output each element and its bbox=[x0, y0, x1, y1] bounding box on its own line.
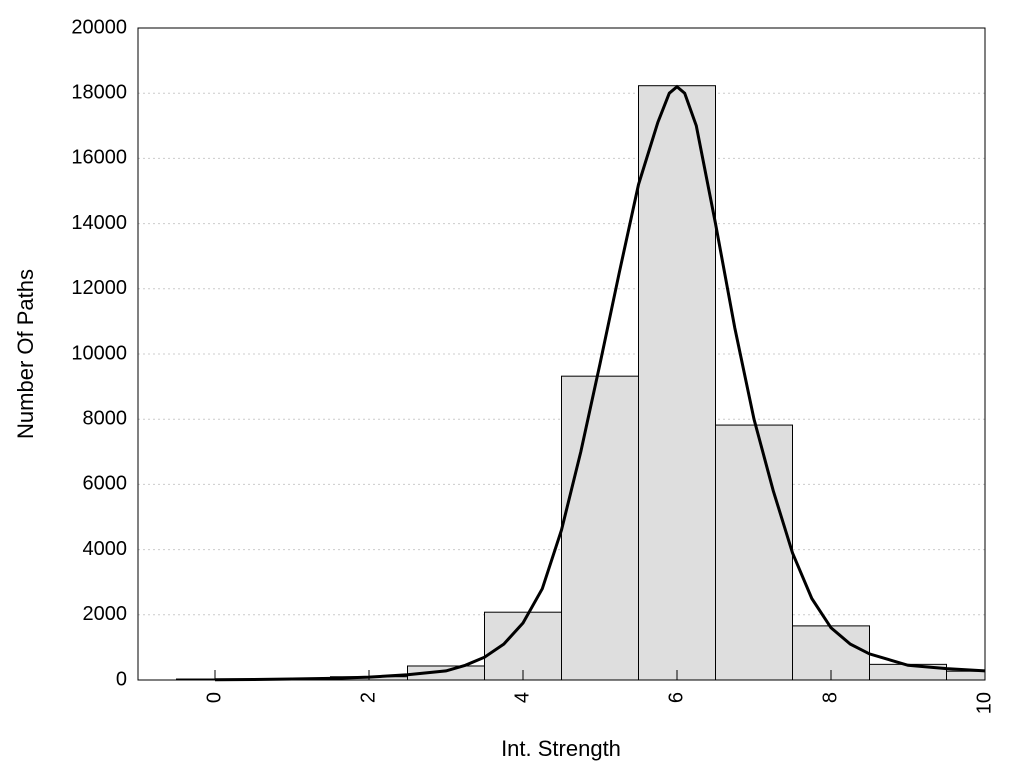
x-tick-label: 0 bbox=[203, 692, 225, 703]
x-tick-label: 6 bbox=[665, 692, 687, 703]
y-tick-label: 6000 bbox=[83, 473, 128, 495]
x-axis-ticks: 0 2 4 6 8 10 bbox=[203, 670, 995, 714]
y-tick-label: 20000 bbox=[71, 16, 127, 38]
y-tick-label: 16000 bbox=[71, 147, 127, 169]
y-tick-label: 12000 bbox=[71, 277, 127, 299]
y-tick-label: 14000 bbox=[71, 212, 127, 234]
histogram-bar bbox=[638, 85, 716, 681]
y-tick-label: 0 bbox=[116, 668, 127, 690]
histogram-bar bbox=[561, 375, 639, 681]
y-tick-label: 18000 bbox=[71, 81, 127, 103]
grid-lines bbox=[138, 92, 985, 616]
x-axis-title: Int. Strength bbox=[501, 736, 621, 761]
histogram-bar bbox=[715, 424, 793, 681]
y-axis-title: Number Of Paths bbox=[13, 269, 38, 439]
y-tick-label: 8000 bbox=[83, 407, 128, 429]
x-tick-label: 4 bbox=[511, 692, 533, 703]
histogram-bar bbox=[946, 670, 986, 681]
x-tick-label: 2 bbox=[357, 692, 379, 703]
fit-curve bbox=[214, 84, 986, 682]
histogram-bars bbox=[176, 85, 986, 681]
y-tick-label: 4000 bbox=[83, 538, 128, 560]
y-axis-ticks: 0 2000 4000 6000 8000 10000 12000 14000 16000 180… bbox=[71, 16, 127, 690]
y-tick-label: 2000 bbox=[83, 603, 128, 625]
plot-frame bbox=[137, 27, 986, 681]
x-tick-label: 10 bbox=[973, 692, 995, 714]
y-tick-label: 10000 bbox=[71, 342, 127, 364]
x-tick-label: 8 bbox=[819, 692, 841, 703]
